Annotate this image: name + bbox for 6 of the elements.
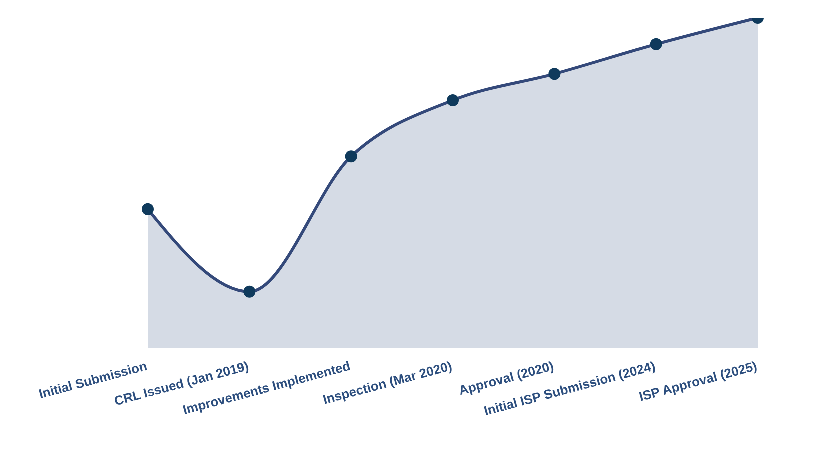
point xyxy=(650,38,662,50)
point xyxy=(447,94,459,106)
point xyxy=(548,68,561,80)
point xyxy=(142,203,154,216)
point xyxy=(345,150,358,163)
point xyxy=(244,286,256,298)
